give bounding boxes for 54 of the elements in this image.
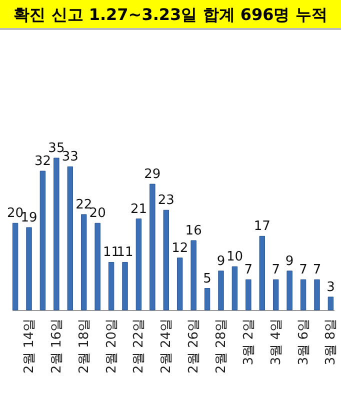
data-label: 3: [326, 280, 335, 295]
bar: [136, 218, 142, 310]
bar: [26, 227, 32, 310]
data-label: 12: [172, 240, 188, 256]
bar: [190, 240, 196, 310]
bar: [150, 184, 156, 310]
chart-title: 확진 신고 1.27~3.23일 합계 696명 누적: [0, 0, 341, 30]
bar: [94, 222, 100, 310]
data-label: 10: [226, 250, 243, 265]
bar: [286, 270, 292, 310]
x-tick-label: 2월 26일: [186, 318, 202, 374]
x-tick-label: 3월 4일: [268, 318, 284, 366]
x-tick-label: 3월 8일: [324, 318, 339, 366]
x-tick-label: 2월 16일: [49, 318, 64, 374]
bar: [54, 158, 60, 310]
bar: [259, 236, 265, 310]
bar: [314, 279, 320, 310]
data-label: 7: [244, 262, 253, 278]
data-label: 9: [285, 254, 294, 269]
data-label: 21: [130, 202, 147, 217]
data-label: 16: [185, 224, 202, 239]
bar: [273, 279, 279, 310]
data-label: 7: [299, 262, 308, 278]
bar: [232, 266, 238, 310]
data-label: 32: [34, 154, 51, 170]
bar: [67, 166, 73, 310]
data-label: 7: [272, 262, 280, 278]
data-label: 9: [216, 254, 226, 269]
bar: [108, 262, 114, 310]
bar: [122, 262, 128, 310]
bar: [177, 258, 183, 310]
bar: [81, 214, 87, 310]
x-tick-label: 2월 24일: [159, 318, 174, 374]
data-label: 35: [48, 141, 65, 156]
data-label: 17: [254, 219, 270, 234]
data-label: 7: [312, 262, 322, 278]
x-tick-label: 3월 6일: [296, 318, 312, 366]
bar: [12, 222, 18, 310]
bar: [163, 210, 169, 310]
x-tick-label: 2월 28일: [214, 318, 229, 374]
bar: [218, 270, 224, 310]
x-tick-label: 3월 2일: [241, 318, 256, 366]
data-label: 5: [203, 271, 212, 286]
data-label: 29: [144, 167, 161, 182]
bar: [204, 288, 210, 310]
x-tick-label: 2월 22일: [132, 318, 147, 374]
bar: [300, 279, 306, 310]
bar: [328, 296, 334, 310]
x-tick-label: 2월 14일: [22, 318, 38, 374]
bar: [246, 279, 252, 310]
x-tick-label: 2월 20일: [104, 318, 120, 374]
x-tick-label: 2월 18일: [76, 318, 92, 374]
data-label: 23: [158, 193, 174, 208]
bar: [40, 170, 46, 310]
